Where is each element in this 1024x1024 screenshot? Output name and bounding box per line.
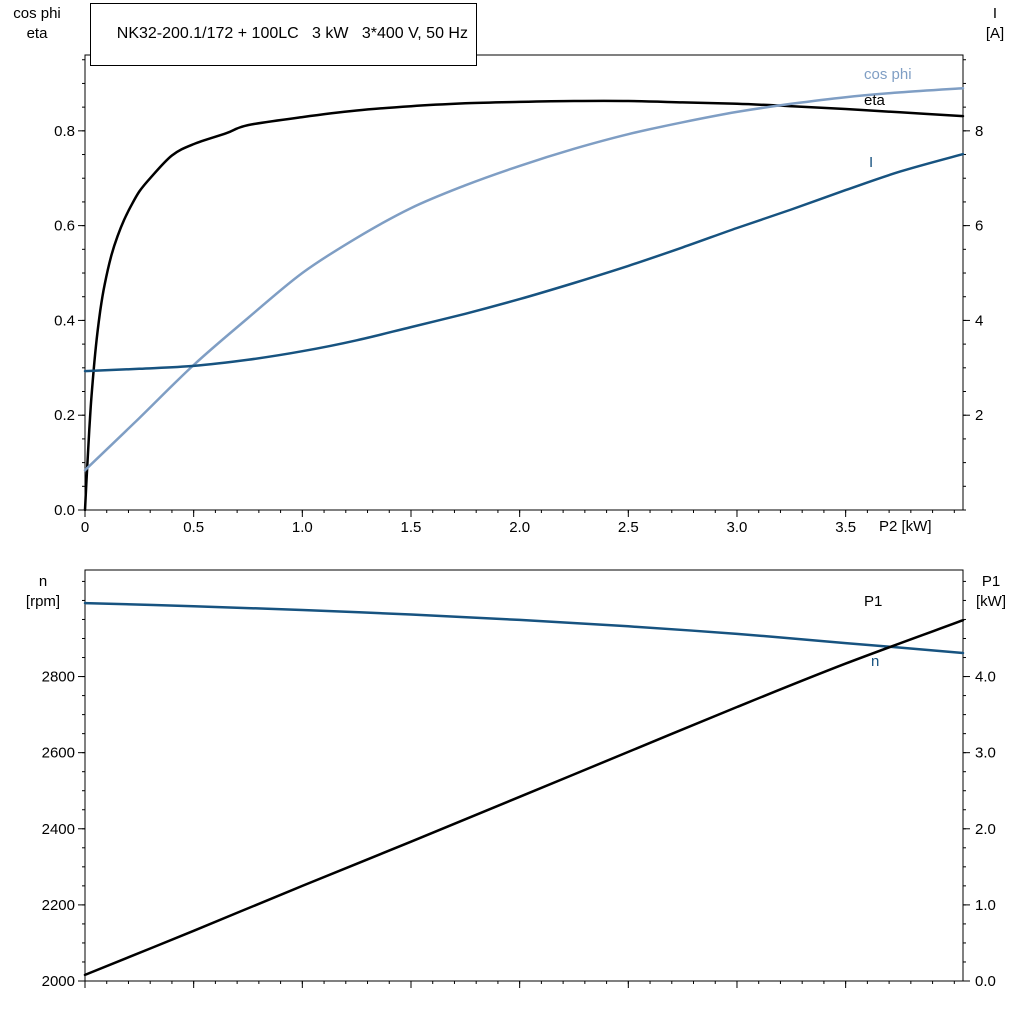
x-tick-label: 1.0 (292, 519, 313, 536)
series-eta-curve (83, 99, 965, 512)
left-tick-label: 0.4 (54, 312, 75, 329)
left-tick-label: 2000 (42, 973, 75, 990)
series-current-curve (83, 152, 965, 373)
left-axis-title-line1: cos phi (13, 5, 61, 22)
curve-label-n: n (871, 653, 880, 670)
right-axis-title-line1: I (992, 5, 998, 22)
left-tick-label: 0.0 (54, 502, 75, 519)
chart-title: NK32-200.1/172 + 100LC 3 kW 3*400 V, 50 … (116, 25, 468, 42)
left-tick-label: 2200 (42, 897, 75, 914)
right-axis-title-line2: [kW] (976, 593, 1006, 610)
chart-motor-speed-power: 2000 2200 2400 2600 2800 0.0 1.0 2.0 3.0 4.0 (42, 569, 996, 990)
x-tick-label: 0.5 (183, 519, 204, 536)
curve-label-cos-phi: cos phi (864, 66, 912, 83)
right-tick-label: 6 (975, 218, 983, 235)
series-speed-curve (83, 601, 965, 655)
series-cos_phi-curve (83, 86, 965, 472)
left-axis-title-line2: [rpm] (25, 593, 61, 610)
left-axis-title-line2: eta (26, 25, 48, 42)
left-axis-title-line1: n (38, 573, 48, 590)
right-tick-label: 0.0 (975, 973, 996, 990)
left-tick-label: 0.8 (54, 123, 75, 140)
right-tick-label: 3.0 (975, 745, 996, 762)
x-tick-label: 2.5 (618, 519, 639, 536)
x-tick-label: 0 (81, 519, 89, 536)
right-axis-title-top-chart: I [A] (970, 4, 1020, 44)
right-axis-title-line2: [A] (985, 25, 1005, 42)
right-tick-label: 2 (975, 407, 983, 424)
left-tick-label: 2800 (42, 669, 75, 686)
x-tick-label: 2.0 (509, 519, 530, 536)
right-axis-title-line1: P1 (981, 573, 1001, 590)
left-tick-label: 2600 (42, 745, 75, 762)
chart-motor-efficiency: 0 0.5 1.0 1.5 2.0 2.5 3.0 3.5 0.0 0.2 0.4 0.6 0.8 2 4 6… (54, 54, 983, 536)
curve-label-eta: eta (864, 92, 885, 109)
right-tick-label: 4.0 (975, 669, 996, 686)
left-axis-title-bottom-chart: n [rpm] (12, 572, 74, 612)
chart-title-box: NK32-200.1/172 + 100LC 3 kW 3*400 V, 50 … (90, 3, 477, 66)
curve-label-p1: P1 (864, 593, 883, 610)
x-tick-label: 1.5 (401, 519, 422, 536)
plot-frame (84, 569, 964, 982)
left-tick-label: 0.6 (54, 218, 75, 235)
right-tick-label: 4 (975, 312, 983, 329)
x-tick-label: 3.5 (835, 519, 856, 536)
left-tick-label: 2400 (42, 821, 75, 838)
right-axis-title-bottom-chart: P1 [kW] (962, 572, 1020, 612)
right-tick-label: 2.0 (975, 821, 996, 838)
right-tick-label: 8 (975, 123, 983, 140)
series-input_power-curve (83, 618, 965, 977)
curve-label-current: I (869, 154, 874, 171)
x-tick-label: 3.0 (727, 519, 748, 536)
left-axis-title-top-chart: cos phi eta (2, 4, 72, 44)
right-tick-label: 1.0 (975, 897, 996, 914)
plot-frame (84, 54, 964, 511)
x-axis-label: P2 [kW] (879, 518, 932, 535)
left-tick-label: 0.2 (54, 407, 75, 424)
